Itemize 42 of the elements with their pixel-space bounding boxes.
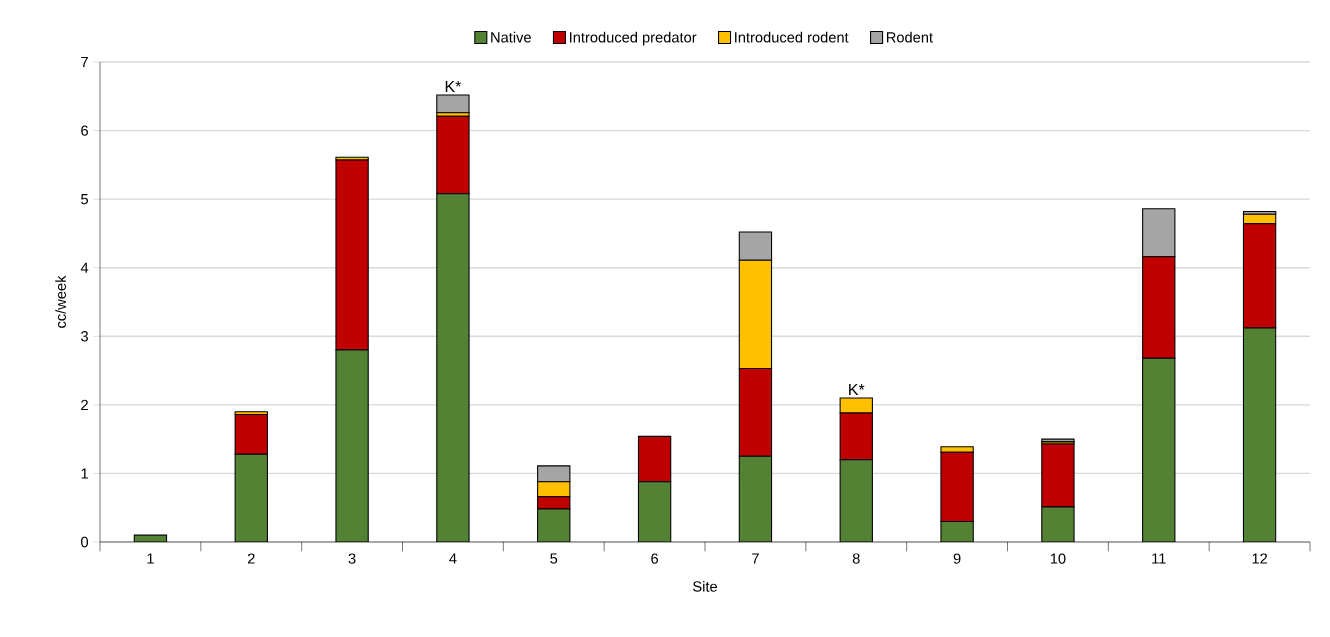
y-axis-title: cc/week	[55, 275, 66, 328]
legend-label: Rodent	[886, 31, 933, 43]
bar	[234, 453, 268, 542]
x-tick-label: 4	[449, 553, 457, 564]
bar	[436, 193, 470, 542]
x-tick-label: 3	[348, 553, 356, 564]
x-tick-label: 8	[852, 553, 860, 564]
bar	[335, 349, 369, 542]
x-tick-label: 9	[953, 553, 961, 564]
y-tick-label: 6	[81, 125, 88, 136]
legend-label: Introduced predator	[570, 31, 697, 46]
y-tick-label: 1	[81, 468, 88, 479]
bar	[738, 455, 773, 542]
x-tick-label: 11	[1152, 553, 1166, 564]
annotation: K*	[445, 80, 462, 92]
y-tick-label: 7	[81, 56, 88, 68]
y-tick-label: 2	[81, 399, 88, 410]
x-tick-label: 12	[1252, 553, 1268, 564]
bar	[234, 413, 268, 455]
x-axis-title: Site	[693, 580, 717, 592]
x-tick-label: 2	[247, 553, 255, 564]
bar	[1142, 357, 1176, 542]
bar	[1041, 506, 1075, 542]
x-tick-label: 10	[1050, 553, 1066, 564]
bar	[839, 459, 873, 542]
y-tick-label: 5	[81, 194, 88, 205]
annotation: K*	[849, 384, 865, 396]
bar	[436, 94, 470, 114]
x-tick-label: 7	[752, 553, 759, 564]
bar	[637, 435, 672, 483]
legend-label: Native	[491, 31, 531, 43]
y-tick-label: 3	[81, 331, 88, 342]
y-tick-label: 4	[80, 262, 89, 273]
bar	[537, 508, 571, 542]
y-tick-label: 0	[81, 536, 89, 548]
x-tick-label: 6	[651, 553, 659, 564]
bar	[1041, 443, 1075, 508]
x-tick-label: 5	[550, 553, 558, 564]
x-tick-label: 1	[147, 553, 154, 564]
bar	[637, 481, 672, 542]
legend-label: Introduced rodent	[735, 31, 849, 43]
bar	[1242, 327, 1277, 542]
